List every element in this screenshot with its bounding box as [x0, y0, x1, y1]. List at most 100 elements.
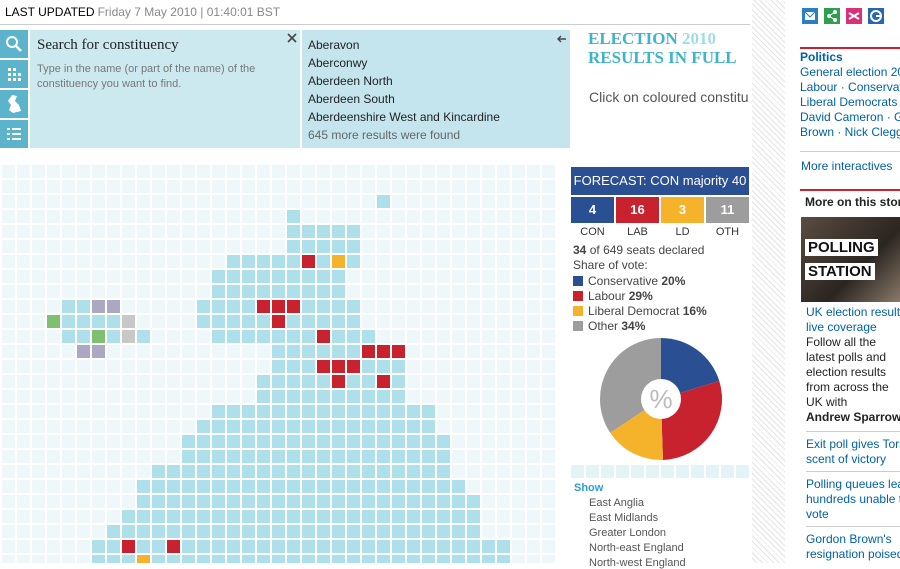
- constituency[interactable]: [242, 270, 255, 283]
- constituency[interactable]: [257, 450, 270, 463]
- constituency[interactable]: [362, 510, 375, 523]
- constituency[interactable]: [212, 525, 225, 538]
- constituency[interactable]: [137, 495, 150, 508]
- constituency[interactable]: [317, 315, 330, 328]
- constituency[interactable]: [422, 450, 435, 463]
- constituency[interactable]: [317, 345, 330, 358]
- constituency[interactable]: [302, 510, 315, 523]
- constituency[interactable]: [392, 555, 405, 563]
- constituency[interactable]: [452, 495, 465, 508]
- constituency[interactable]: [227, 465, 240, 478]
- constituency[interactable]: [347, 225, 360, 238]
- constituency[interactable]: [287, 540, 300, 553]
- constituency[interactable]: [287, 510, 300, 523]
- constituency[interactable]: [362, 525, 375, 538]
- constituency[interactable]: [182, 480, 195, 493]
- constituency[interactable]: [62, 300, 75, 313]
- constituency-result[interactable]: [392, 345, 405, 358]
- constituency[interactable]: [62, 315, 75, 328]
- politics-link[interactable]: Liberal Democrats ·: [800, 95, 900, 109]
- region-option[interactable]: East Anglia: [589, 497, 645, 509]
- constituency[interactable]: [347, 465, 360, 478]
- constituency[interactable]: [452, 525, 465, 538]
- constituency[interactable]: [242, 495, 255, 508]
- constituency[interactable]: [167, 465, 180, 478]
- constituency[interactable]: [392, 405, 405, 418]
- result-item[interactable]: Aberdeenshire West and Kincardine: [308, 110, 500, 124]
- constituency[interactable]: [182, 540, 195, 553]
- constituency[interactable]: [407, 420, 420, 433]
- constituency[interactable]: [362, 555, 375, 563]
- search-box[interactable]: Search for constituency Type in the name…: [30, 30, 300, 148]
- constituency[interactable]: [377, 540, 390, 553]
- constituency[interactable]: [77, 315, 90, 328]
- politics-link[interactable]: David Cameron · Gordon: [800, 110, 900, 124]
- constituency[interactable]: [212, 270, 225, 283]
- constituency[interactable]: [302, 450, 315, 463]
- constituency[interactable]: [287, 225, 300, 238]
- constituency[interactable]: [437, 555, 450, 563]
- constituency[interactable]: [167, 525, 180, 538]
- constituency[interactable]: [332, 540, 345, 553]
- constituency[interactable]: [272, 555, 285, 563]
- constituency-result[interactable]: [332, 360, 345, 373]
- constituency[interactable]: [272, 465, 285, 478]
- constituency[interactable]: [302, 300, 315, 313]
- constituency[interactable]: [212, 510, 225, 523]
- constituency[interactable]: [197, 525, 210, 538]
- constituency[interactable]: [122, 510, 135, 523]
- constituency[interactable]: [347, 375, 360, 388]
- result-item[interactable]: Aberdeen South: [308, 92, 395, 106]
- constituency[interactable]: [272, 360, 285, 373]
- constituency[interactable]: [182, 495, 195, 508]
- constituency[interactable]: [302, 525, 315, 538]
- constituency[interactable]: [287, 390, 300, 403]
- constituency[interactable]: [227, 435, 240, 448]
- constituency[interactable]: [302, 390, 315, 403]
- constituency-result[interactable]: [272, 300, 285, 313]
- constituency[interactable]: [392, 495, 405, 508]
- constituency[interactable]: [302, 465, 315, 478]
- constituency[interactable]: [242, 315, 255, 328]
- list-icon[interactable]: [0, 120, 28, 148]
- constituency[interactable]: [407, 525, 420, 538]
- constituency[interactable]: [302, 330, 315, 343]
- constituency[interactable]: [257, 555, 270, 563]
- constituency[interactable]: [317, 390, 330, 403]
- constituency[interactable]: [92, 315, 105, 328]
- constituency[interactable]: [242, 420, 255, 433]
- constituency[interactable]: [242, 330, 255, 343]
- constituency[interactable]: [287, 435, 300, 448]
- constituency[interactable]: [287, 285, 300, 298]
- constituency[interactable]: [392, 465, 405, 478]
- constituency[interactable]: [362, 435, 375, 448]
- constituency[interactable]: [257, 255, 270, 268]
- constituency[interactable]: [257, 420, 270, 433]
- constituency[interactable]: [347, 540, 360, 553]
- constituency[interactable]: [332, 315, 345, 328]
- constituency-result[interactable]: [317, 360, 330, 373]
- constituency[interactable]: [242, 525, 255, 538]
- constituency[interactable]: [377, 420, 390, 433]
- constituency-result[interactable]: [167, 540, 180, 553]
- result-item[interactable]: Aberconwy: [308, 56, 368, 70]
- constituency[interactable]: [227, 420, 240, 433]
- constituency[interactable]: [302, 225, 315, 238]
- constituency-result[interactable]: [107, 300, 120, 313]
- constituency[interactable]: [332, 555, 345, 563]
- constituency[interactable]: [437, 465, 450, 478]
- politics-title[interactable]: Politics: [800, 50, 843, 64]
- constituency[interactable]: [287, 450, 300, 463]
- constituency[interactable]: [302, 555, 315, 563]
- constituency[interactable]: [107, 525, 120, 538]
- constituency[interactable]: [272, 435, 285, 448]
- constituency[interactable]: [272, 525, 285, 538]
- constituency[interactable]: [287, 555, 300, 563]
- constituency[interactable]: [152, 465, 165, 478]
- constituency[interactable]: [257, 390, 270, 403]
- constituency[interactable]: [347, 345, 360, 358]
- result-item[interactable]: Aberdeen North: [308, 74, 393, 88]
- constituency-result[interactable]: [302, 255, 315, 268]
- constituency[interactable]: [212, 330, 225, 343]
- constituency[interactable]: [317, 435, 330, 448]
